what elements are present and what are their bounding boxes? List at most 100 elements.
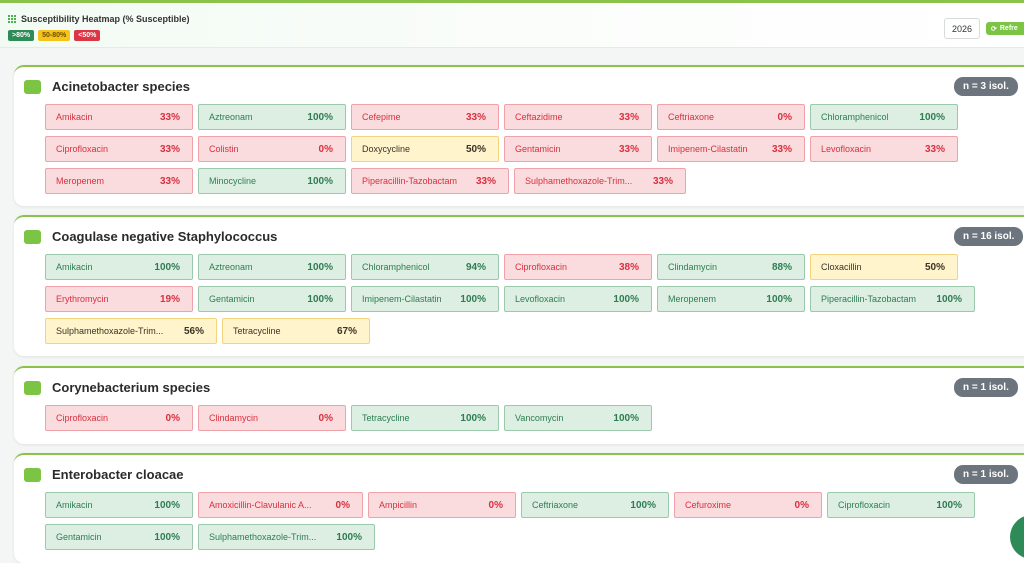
susceptibility-cell[interactable]: Tetracycline 100% [351, 405, 499, 431]
antibiotic-name: Tetracycline [233, 326, 281, 336]
susceptibility-cell[interactable]: Amikacin 100% [45, 492, 193, 518]
susceptibility-cell[interactable]: Ciprofloxacin 38% [504, 254, 652, 280]
antibiotic-cells: Amikacin 33% Aztreonam 100% Cefepime 33% Cefta… [45, 104, 1024, 194]
antibiotic-name: Clindamycin [668, 262, 718, 272]
antibiotic-cells: Ciprofloxacin 0% Clindamycin 0% Tetracycline… [45, 405, 1024, 431]
antibiotic-cells: Amikacin 100% Amoxicillin-Clavulanic A... 0… [45, 492, 1024, 550]
susceptibility-cell[interactable]: Gentamicin 100% [45, 524, 193, 550]
susceptibility-percent: 0% [794, 499, 809, 511]
susceptibility-cell[interactable]: Gentamicin 100% [198, 286, 346, 312]
susceptibility-cell[interactable]: Doxycycline 50% [351, 136, 499, 162]
organism-header: Coagulase negative Staphylococcus [24, 229, 277, 244]
organism-name: Coagulase negative Staphylococcus [52, 229, 278, 244]
susceptibility-percent: 33% [159, 175, 180, 187]
susceptibility-cell[interactable]: Cloxacillin 50% [810, 254, 958, 280]
susceptibility-cell[interactable]: Sulphamethoxazole-Trim... 100% [198, 524, 375, 550]
susceptibility-cell[interactable]: Erythromycin 19% [45, 286, 193, 312]
susceptibility-cell[interactable]: Ciprofloxacin 33% [45, 136, 193, 162]
antibiotic-name: Cefepime [362, 112, 401, 122]
susceptibility-cell[interactable]: Cefepime 33% [351, 104, 499, 130]
susceptibility-cell[interactable]: Sulphamethoxazole-Trim... 33% [514, 168, 686, 194]
susceptibility-cell[interactable]: Meropenem 100% [657, 286, 805, 312]
susceptibility-percent: 94% [465, 261, 486, 273]
isolate-count-badge: n = 3 isol. [954, 77, 1018, 96]
susceptibility-cell[interactable]: Aztreonam 100% [198, 254, 346, 280]
susceptibility-percent: 33% [924, 143, 945, 155]
organism-name: Corynebacterium species [52, 380, 211, 395]
organism-color-swatch [24, 380, 41, 395]
susceptibility-cell[interactable]: Vancomycin 100% [504, 405, 652, 431]
organism-color-swatch [24, 229, 41, 244]
antibiotic-name: Levofloxacin [515, 294, 566, 304]
organism-card-3: Enterobacter cloacae n = 1 isol. Amikaci… [14, 453, 1024, 563]
susceptibility-cell[interactable]: Clindamycin 88% [657, 254, 805, 280]
refresh-button[interactable]: ⟳ Refre [986, 22, 1024, 35]
organism-color-swatch [24, 79, 41, 94]
susceptibility-cell[interactable]: Amikacin 33% [45, 104, 193, 130]
antibiotic-name: Doxycycline [362, 144, 411, 154]
isolate-count-badge: n = 16 isol. [954, 227, 1024, 246]
susceptibility-cell[interactable]: Piperacillin-Tazobactam 100% [810, 286, 975, 312]
susceptibility-percent: 100% [936, 293, 962, 305]
susceptibility-cell[interactable]: Levofloxacin 33% [810, 136, 958, 162]
organism-name: Acinetobacter species [52, 79, 191, 94]
susceptibility-percent: 100% [460, 412, 486, 424]
susceptibility-cell[interactable]: Ciprofloxacin 0% [45, 405, 193, 431]
susceptibility-cell[interactable]: Ceftriaxone 100% [521, 492, 669, 518]
susceptibility-percent: 50% [465, 143, 486, 155]
organism-card-0: Acinetobacter species n = 3 isol. Amikac… [14, 65, 1024, 206]
susceptibility-percent: 0% [318, 412, 333, 424]
susceptibility-cell[interactable]: Clindamycin 0% [198, 405, 346, 431]
susceptibility-cell[interactable]: Aztreonam 100% [198, 104, 346, 130]
antibiotic-name: Amikacin [56, 112, 93, 122]
susceptibility-cell[interactable]: Chloramphenicol 94% [351, 254, 499, 280]
susceptibility-percent: 0% [488, 499, 503, 511]
susceptibility-percent: 33% [159, 111, 180, 123]
antibiotic-name: Ciprofloxacin [56, 413, 109, 423]
susceptibility-percent: 33% [465, 111, 486, 123]
susceptibility-cell[interactable]: Meropenem 33% [45, 168, 193, 194]
susceptibility-percent: 0% [165, 412, 180, 424]
antibiotic-name: Aztreonam [209, 262, 253, 272]
susceptibility-cell[interactable]: Amikacin 100% [45, 254, 193, 280]
susceptibility-cell[interactable]: Ceftriaxone 0% [657, 104, 805, 130]
antibiotic-name: Aztreonam [209, 112, 253, 122]
susceptibility-cell[interactable]: Ciprofloxacin 100% [827, 492, 975, 518]
susceptibility-percent: 56% [183, 325, 204, 337]
susceptibility-cell[interactable]: Cefuroxime 0% [674, 492, 822, 518]
antibiotic-cells: Amikacin 100% Aztreonam 100% Chloramphenicol… [45, 254, 1024, 344]
organism-color-swatch [24, 467, 41, 482]
antibiotic-name: Imipenem-Cilastatin [362, 294, 442, 304]
antibiotic-name: Sulphamethoxazole-Trim... [56, 326, 164, 336]
year-select[interactable]: 2026 [944, 18, 980, 39]
refresh-icon: ⟳ [991, 25, 997, 33]
susceptibility-cell[interactable]: Levofloxacin 100% [504, 286, 652, 312]
antibiotic-name: Chloramphenicol [821, 112, 889, 122]
susceptibility-cell[interactable]: Amoxicillin-Clavulanic A... 0% [198, 492, 363, 518]
legend-high: >80% [8, 30, 35, 41]
susceptibility-cell[interactable]: Imipenem-Cilastatin 33% [657, 136, 805, 162]
susceptibility-cell[interactable]: Tetracycline 67% [222, 318, 370, 344]
susceptibility-cell[interactable]: Sulphamethoxazole-Trim... 56% [45, 318, 217, 344]
susceptibility-cell[interactable]: Ceftazidime 33% [504, 104, 652, 130]
susceptibility-cell[interactable]: Imipenem-Cilastatin 100% [351, 286, 499, 312]
susceptibility-percent: 33% [652, 175, 673, 187]
susceptibility-cell[interactable]: Gentamicin 33% [504, 136, 652, 162]
susceptibility-cell[interactable]: Minocycline 100% [198, 168, 346, 194]
susceptibility-percent: 0% [777, 111, 792, 123]
heatmap-title-row: Susceptibility Heatmap (% Susceptible) [8, 14, 190, 24]
susceptibility-cell[interactable]: Piperacillin-Tazobactam 33% [351, 168, 509, 194]
isolate-count-badge: n = 1 isol. [954, 465, 1018, 484]
susceptibility-percent: 33% [475, 175, 496, 187]
susceptibility-cell[interactable]: Colistin 0% [198, 136, 346, 162]
susceptibility-cell[interactable]: Chloramphenicol 100% [810, 104, 958, 130]
susceptibility-cell[interactable]: Ampicillin 0% [368, 492, 516, 518]
susceptibility-percent: 19% [159, 293, 180, 305]
antibiotic-name: Piperacillin-Tazobactam [362, 176, 458, 186]
susceptibility-percent: 100% [630, 499, 656, 511]
organism-name: Enterobacter cloacae [52, 467, 184, 482]
antibiotic-name: Cloxacillin [821, 262, 862, 272]
legend: >80% 50-80% <50% [8, 30, 101, 41]
antibiotic-name: Imipenem-Cilastatin [668, 144, 748, 154]
antibiotic-name: Minocycline [209, 176, 257, 186]
